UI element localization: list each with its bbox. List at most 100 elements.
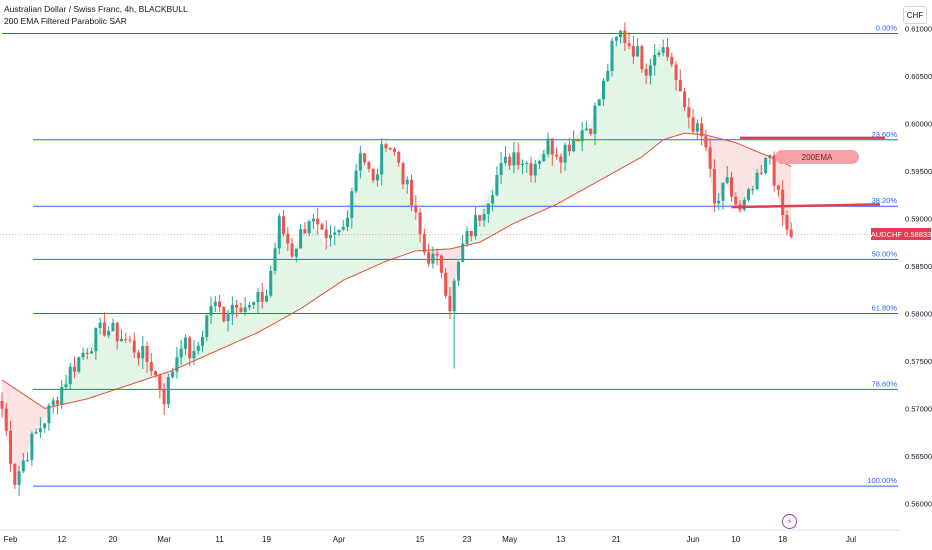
fib-level-label: 23.60%: [872, 130, 898, 139]
ema-fill-segment: [313, 224, 318, 301]
indicator-label[interactable]: 200 EMA Filtered Parabolic SAR: [4, 16, 127, 26]
time-tick-label: 19: [262, 535, 271, 544]
candle-body: [410, 179, 414, 206]
ema-fill-segment: [283, 232, 288, 319]
candle-body: [354, 170, 358, 192]
candle-body: [418, 212, 422, 235]
currency-button[interactable]: CHF: [903, 6, 927, 24]
candle-body: [742, 199, 746, 210]
lightning-icon[interactable]: ⚡: [782, 514, 797, 529]
ema-fill-segment: [658, 42, 664, 144]
candle-body: [158, 375, 162, 391]
ema-fill-segment: [513, 152, 519, 224]
price-tick-label: 0.59500: [905, 167, 932, 176]
candle-body: [508, 156, 512, 166]
ema-fill-segment: [654, 42, 659, 147]
candle-body: [277, 216, 281, 249]
ema-fill-segment: [637, 54, 642, 160]
candle-body: [239, 307, 243, 312]
ema-fill-segment: [607, 49, 613, 176]
candle-body: [764, 158, 768, 174]
candle-body: [776, 185, 780, 190]
candle-body: [422, 234, 426, 253]
candle-body: [712, 168, 716, 204]
candle-body: [465, 230, 469, 244]
ema-fill-segment: [624, 38, 630, 167]
chart-title: Australian Dollar / Swiss Franc, 4h, BLA…: [4, 4, 188, 14]
candle-body: [431, 253, 435, 264]
candle-body: [367, 162, 371, 169]
candle-body: [640, 46, 644, 70]
ema-fill-segment: [420, 235, 425, 252]
candle-body: [405, 179, 409, 185]
ema-cross-line: [731, 203, 881, 209]
candle-body: [512, 152, 516, 166]
fib-level-label: 38.20%: [872, 196, 898, 205]
price-tick-label: 0.57500: [905, 357, 932, 366]
candle-body: [469, 230, 473, 237]
candle-body: [166, 377, 170, 405]
ema-fill-segment: [257, 298, 263, 333]
candle-body: [311, 218, 315, 222]
candle-body: [252, 302, 256, 305]
candle-body: [678, 80, 682, 92]
candle-body: [81, 352, 85, 358]
ema-fill-segment: [14, 388, 20, 480]
candle-body: [687, 107, 691, 118]
time-tick-label: 15: [416, 535, 425, 544]
ema-fill-segment: [377, 153, 382, 266]
candle-body: [392, 148, 396, 152]
candle-body: [282, 216, 286, 234]
time-tick-label: May: [502, 535, 517, 544]
candle-body: [602, 80, 606, 100]
candle-body: [486, 203, 490, 214]
candle-body: [17, 471, 21, 485]
ema-fill-segment: [548, 144, 553, 209]
ema-200-label[interactable]: 200EMA: [775, 150, 859, 164]
candle-body: [307, 221, 311, 234]
candle-body: [77, 357, 81, 372]
ema-fill-segment: [373, 169, 378, 267]
candle-body: [401, 162, 405, 185]
candle-body: [448, 295, 452, 312]
candle-body: [230, 304, 234, 315]
ema-fill-segment: [522, 159, 527, 220]
ema-fill-segment: [697, 131, 702, 140]
candle-body: [751, 189, 755, 191]
candle-body: [102, 322, 106, 336]
ema-fill-segment: [539, 149, 544, 212]
candle-body: [192, 350, 196, 359]
candle-body: [226, 314, 230, 322]
price-axis: 0.61000 0.60500 0.60000 0.59500 0.59000 0.585…: [905, 25, 932, 509]
candle-body: [26, 459, 30, 461]
ema-fill-segment: [403, 175, 408, 256]
candle-body: [60, 387, 64, 405]
ema-fill-segment: [121, 337, 126, 388]
candle-body: [550, 138, 554, 155]
candle-body: [196, 345, 200, 351]
candle-body: [145, 346, 149, 363]
ema-fill-segment: [287, 242, 293, 316]
candle-body: [538, 161, 542, 164]
ema-fill-segment: [526, 162, 531, 218]
fib-level-label: 0.00%: [876, 23, 898, 32]
candle-body: [572, 139, 576, 152]
candle-body: [222, 307, 226, 322]
ema-fill-segment: [339, 228, 344, 284]
candle-body: [320, 224, 324, 230]
ema-fill-segment: [641, 60, 647, 157]
candle-body: [175, 357, 179, 372]
time-tick-label: 23: [463, 535, 472, 544]
ema-fill-segment: [740, 144, 745, 214]
candle-body: [179, 348, 183, 358]
ema-fill-segment: [390, 145, 395, 260]
candle-body: [256, 292, 260, 303]
candle-body: [665, 47, 669, 57]
candle-body: [43, 423, 47, 429]
candle-body: [567, 144, 571, 152]
candle-body: [286, 233, 290, 244]
ema-fill-segment: [317, 231, 322, 298]
candle-body: [273, 248, 277, 271]
fib-level-label: 100.00%: [867, 476, 897, 485]
